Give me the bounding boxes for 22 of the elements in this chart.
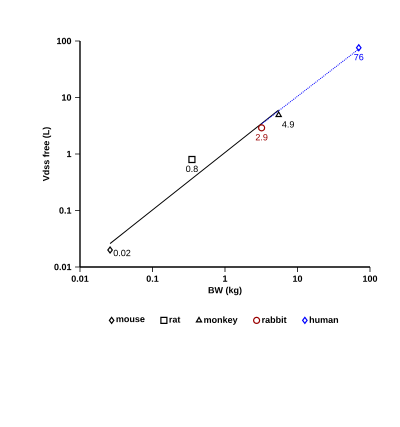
y-tick-label: 0.01 <box>54 264 72 270</box>
legend-label: mouse <box>116 317 145 322</box>
data-label: 0.02 <box>114 250 130 256</box>
y-tick-label: 100 <box>57 38 72 44</box>
y-tick-label: 10 <box>62 94 72 101</box>
legend-label: human <box>310 316 338 324</box>
x-axis-title: BW (kg) <box>208 286 242 296</box>
x-tick-label: 10 <box>293 275 302 282</box>
y-tick-label: 0.1 <box>59 207 72 214</box>
x-tick-label: 1 <box>223 275 228 282</box>
x-tick-label: 0.1 <box>146 275 158 282</box>
data-label: 4.9 <box>282 121 294 128</box>
x-tick-label: 100 <box>363 275 378 282</box>
legend-label: monkey <box>204 316 238 325</box>
x-tick-label: 0.01 <box>72 275 88 282</box>
legend-label: rat <box>169 316 180 323</box>
y-tick-label: 1 <box>67 150 72 158</box>
data-label: 2.9 <box>256 134 268 140</box>
y-axis-title: Vdss free (L) <box>42 127 52 182</box>
data-label: 0.8 <box>186 166 198 172</box>
data-label: 76 <box>354 54 364 60</box>
legend-label: rabbit <box>262 316 286 324</box>
